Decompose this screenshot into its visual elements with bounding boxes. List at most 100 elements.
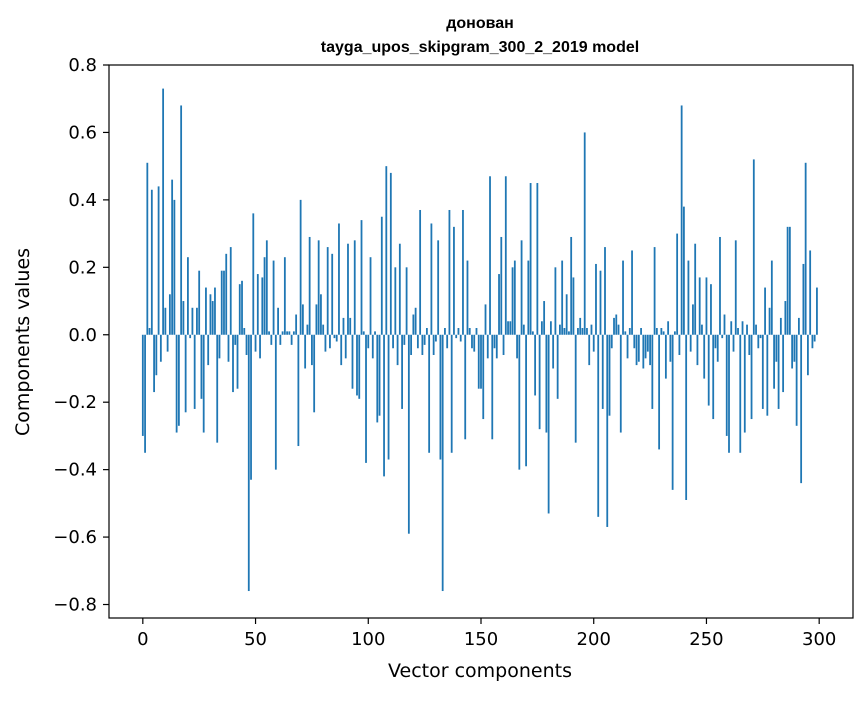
bar	[685, 334, 688, 500]
bar	[800, 334, 803, 484]
bar	[153, 334, 155, 393]
bar	[556, 334, 559, 399]
bar	[680, 105, 683, 335]
bar	[331, 253, 334, 335]
bar	[378, 334, 381, 416]
bar	[306, 324, 309, 335]
bar	[698, 277, 701, 335]
bar	[387, 334, 390, 460]
bar	[414, 307, 417, 335]
bar	[297, 334, 300, 447]
bar	[764, 287, 766, 335]
bar	[333, 334, 336, 339]
y-axis-label: Components values	[12, 248, 34, 436]
bar	[601, 334, 604, 409]
bar	[182, 301, 185, 335]
bar	[477, 334, 480, 389]
bar	[430, 223, 433, 335]
bar	[782, 334, 785, 393]
bar	[335, 334, 338, 342]
bar	[457, 328, 460, 335]
bar	[444, 328, 446, 335]
bar	[356, 334, 358, 396]
bar	[281, 331, 284, 335]
bar	[527, 260, 530, 335]
bar	[622, 260, 624, 335]
bar	[351, 334, 354, 389]
bar	[637, 334, 640, 362]
bar	[324, 334, 327, 352]
bar	[207, 334, 210, 366]
bar	[563, 328, 566, 335]
bar	[202, 334, 205, 433]
bar	[295, 314, 298, 335]
bar	[270, 334, 273, 345]
bar	[689, 334, 692, 352]
bar	[606, 334, 609, 527]
bar	[220, 270, 223, 335]
bar	[561, 260, 564, 335]
bar	[245, 334, 248, 355]
bar	[520, 240, 523, 335]
y-tick-label: 0.0	[68, 325, 97, 346]
bar	[734, 240, 737, 335]
bar	[816, 287, 818, 335]
bar	[259, 334, 261, 359]
y-tick-label: −0.2	[53, 392, 97, 413]
bar	[788, 226, 791, 335]
bar	[716, 334, 719, 362]
bar	[241, 280, 243, 335]
bar	[164, 307, 167, 335]
bar	[586, 328, 588, 335]
bars-group	[141, 88, 818, 592]
bar	[592, 334, 595, 352]
bar	[425, 328, 428, 335]
bar	[448, 209, 451, 335]
bar	[177, 334, 180, 426]
bar	[705, 277, 708, 335]
bar	[211, 301, 214, 335]
bar	[238, 284, 241, 335]
bar	[193, 334, 196, 409]
bar	[748, 334, 751, 355]
bar	[274, 334, 277, 470]
bar	[635, 334, 638, 366]
bar	[730, 321, 733, 335]
bar	[752, 159, 755, 335]
bar	[554, 267, 557, 335]
bar	[676, 233, 679, 335]
bar	[703, 334, 706, 379]
bar	[486, 334, 489, 359]
bar	[642, 334, 645, 369]
bar	[360, 220, 363, 335]
bar	[247, 334, 250, 592]
bar	[290, 334, 293, 345]
bar	[628, 328, 631, 335]
bar	[552, 334, 555, 369]
bar	[574, 334, 577, 443]
bar	[491, 334, 494, 440]
bar	[455, 334, 458, 339]
bar	[568, 331, 570, 335]
bar	[626, 334, 629, 359]
bar	[809, 250, 812, 335]
bar	[475, 328, 478, 335]
bar	[597, 334, 600, 517]
x-tick-label: 200	[577, 629, 611, 650]
bar	[432, 334, 435, 355]
y-tick-label: −0.4	[53, 460, 97, 481]
bar	[513, 260, 516, 335]
bar	[743, 334, 746, 433]
bar	[493, 334, 496, 349]
bar	[468, 328, 471, 335]
bar	[256, 274, 259, 335]
bar	[507, 321, 509, 335]
bar	[712, 334, 715, 420]
bar	[187, 257, 189, 335]
bar	[608, 334, 611, 416]
bar	[398, 243, 401, 335]
bar	[412, 314, 415, 335]
bar	[615, 314, 618, 335]
bar	[421, 334, 424, 355]
